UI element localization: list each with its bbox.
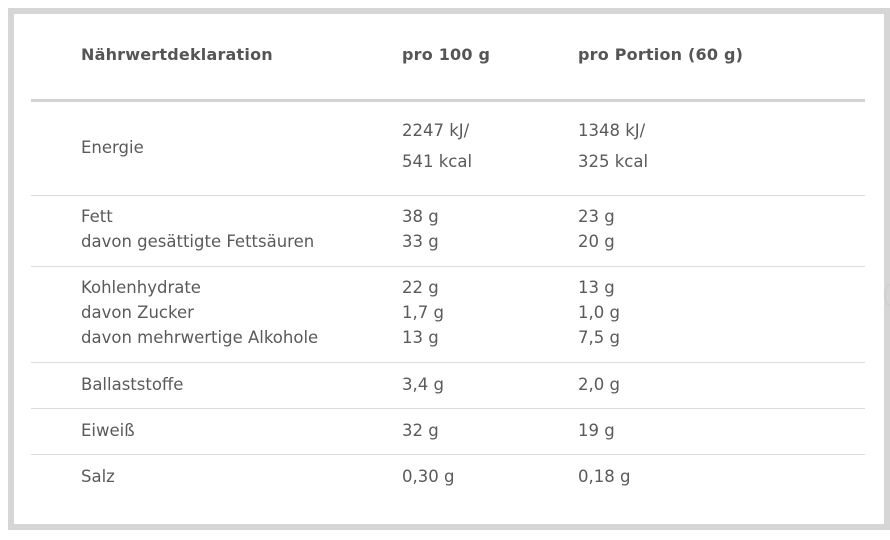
nutrition-table: Nährwertdeklaration pro 100 g pro Portio… [31,14,865,500]
table-row-energy: Energie 2247 kJ/ 541 kcal 1348 kJ/ 325 k… [31,102,865,196]
per-100g-values: 2247 kJ/ 541 kcal [402,115,472,177]
label-protein: Eiweiß [81,421,135,440]
value-salt-100g: 0,30 g [402,467,455,486]
label-saturated-fat: davon gesättigte Fettsäuren [81,232,315,251]
table-header: Nährwertdeklaration pro 100 g pro Portio… [31,14,865,102]
header-nutrition-declaration: Nährwertdeklaration [81,45,273,64]
edge-arc-decoration [884,284,890,306]
value-saturated-fat-100g: 33 g [402,232,439,251]
value-energy-kcal-100g: 541 kcal [402,152,473,171]
value-protein-portion: 19 g [578,421,615,440]
per-portion-values: 1348 kJ/ 325 kcal [578,115,648,177]
value-energy-kj-100g: 2247 kJ/ [402,121,470,140]
label-fiber: Ballaststoffe [81,375,184,394]
value-carbohydrates-portion: 13 g [578,278,615,297]
label-energy: Energie [81,138,144,157]
value-sugar-portion: 1,0 g [578,303,620,322]
label-carbohydrates: Kohlenhydrate [81,278,201,297]
value-fat-100g: 38 g [402,207,439,226]
row-labels: Kohlenhydrate davon Zucker davon mehrwer… [81,275,318,350]
value-energy-kj-portion: 1348 kJ/ [578,121,646,140]
row-label: Energie [81,135,144,160]
value-fat-portion: 23 g [578,207,615,226]
value-fiber-portion: 2,0 g [578,375,620,394]
table-row-protein: Eiweiß 32 g 19 g [31,409,865,455]
value-fiber-100g: 3,4 g [402,375,444,394]
row-labels: Fett davon gesättigte Fettsäuren [81,204,314,254]
value-energy-kcal-portion: 325 kcal [578,152,649,171]
header-per-portion: pro Portion (60 g) [578,45,744,64]
table-row-fat: Fett davon gesättigte Fettsäuren 38 g 33… [31,196,865,267]
label-polyols: davon mehrwertige Alkohole [81,328,319,347]
value-polyols-portion: 7,5 g [578,328,620,347]
table-row-salt: Salz 0,30 g 0,18 g [31,455,865,500]
per-portion-values: 23 g 20 g [578,204,615,254]
per-portion-values: 13 g 1,0 g 7,5 g [578,275,620,350]
label-sugar: davon Zucker [81,303,194,322]
table-row-carbohydrates: Kohlenhydrate davon Zucker davon mehrwer… [31,267,865,363]
nutrition-table-frame: Nährwertdeklaration pro 100 g pro Portio… [8,8,890,530]
header-per-100g: pro 100 g [402,45,491,64]
table-row-fiber: Ballaststoffe 3,4 g 2,0 g [31,363,865,409]
value-polyols-100g: 13 g [402,328,439,347]
label-fat: Fett [81,207,113,226]
value-carbohydrates-100g: 22 g [402,278,439,297]
label-salt: Salz [81,467,115,486]
value-salt-portion: 0,18 g [578,467,631,486]
value-sugar-100g: 1,7 g [402,303,444,322]
value-protein-100g: 32 g [402,421,439,440]
per-100g-values: 38 g 33 g [402,204,439,254]
per-100g-values: 22 g 1,7 g 13 g [402,275,444,350]
value-saturated-fat-portion: 20 g [578,232,615,251]
